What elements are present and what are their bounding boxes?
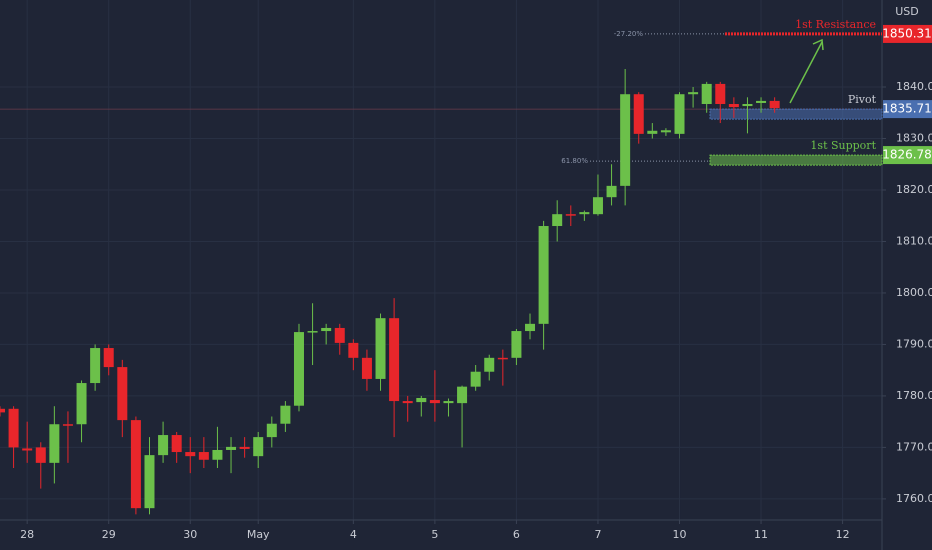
candle-body (457, 386, 468, 404)
candle-body (402, 401, 413, 404)
x-tick-label: 5 (431, 528, 438, 541)
candle-body (62, 424, 73, 426)
candle-body (239, 446, 250, 449)
candle-body (647, 130, 658, 134)
x-tick-label: 29 (102, 528, 116, 541)
candle-body (144, 455, 155, 509)
candle-body (606, 185, 617, 198)
candle-body (171, 435, 182, 453)
candle-body (620, 94, 631, 186)
level-zone (709, 154, 883, 166)
y-tick-label: 1760.00 (896, 492, 932, 505)
candle-body (511, 331, 522, 358)
candle-body (321, 327, 332, 332)
price-label: 1835.71 (882, 102, 932, 116)
candle-body (715, 83, 726, 104)
price-label: 1850.31 (882, 26, 932, 40)
candle-body (375, 318, 386, 379)
candle-body (484, 357, 495, 372)
candle-body (76, 383, 87, 425)
x-tick-label: 4 (350, 528, 357, 541)
candle-body (416, 397, 427, 403)
candle-body (226, 446, 237, 450)
candle-body (185, 452, 196, 457)
candle-body (429, 400, 440, 404)
x-tick-label: 7 (594, 528, 601, 541)
candle-body (769, 100, 780, 109)
candle-body (253, 437, 264, 457)
candle-body (728, 104, 739, 108)
candle-body (130, 420, 141, 509)
candle-body (293, 332, 304, 406)
y-tick-label: 1810.00 (896, 234, 932, 247)
candle-body (538, 226, 549, 324)
candle-body (334, 327, 345, 343)
candle-body (525, 323, 536, 332)
x-tick-label: 11 (754, 528, 768, 541)
candle-body (660, 130, 671, 133)
candle-body (633, 94, 644, 134)
level-zone (709, 108, 883, 120)
candle-body (198, 452, 209, 460)
arrow-head (812, 38, 824, 51)
level-name: Pivot (848, 93, 877, 106)
candle-body (565, 214, 576, 216)
x-tick-label: 28 (20, 528, 34, 541)
candle-body (579, 212, 590, 215)
candle-body (49, 424, 60, 463)
candle-body (0, 408, 5, 413)
candle-body (103, 348, 114, 368)
candle-body (117, 367, 128, 421)
y-tick-label: 1770.00 (896, 440, 932, 453)
candle-body (307, 331, 318, 333)
candle-body (266, 423, 277, 438)
candle-body (592, 197, 603, 215)
candle-body (361, 357, 372, 379)
y-tick-label: 1790.00 (896, 337, 932, 350)
candle-body (443, 401, 454, 404)
candle-body (552, 214, 563, 227)
x-tick-label: 6 (513, 528, 520, 541)
candle-body (212, 449, 223, 460)
candle-body (348, 342, 359, 358)
candle-body (280, 405, 291, 424)
x-tick-label: 12 (836, 528, 850, 541)
x-tick-label: 30 (183, 528, 197, 541)
candle-body (35, 447, 46, 463)
fib-label: 61.80% (561, 157, 588, 165)
level-name: 1st Resistance (795, 18, 876, 31)
candle-body (688, 92, 699, 95)
axis-title: USD (895, 5, 919, 18)
y-tick-label: 1780.00 (896, 389, 932, 402)
y-tick-label: 1830.00 (896, 131, 932, 144)
x-tick-label: May (247, 528, 270, 541)
y-tick-label: 1840.00 (896, 80, 932, 93)
candle-body (756, 100, 767, 103)
y-tick-label: 1820.00 (896, 183, 932, 196)
price-label-box (883, 100, 932, 119)
arrow (789, 41, 823, 104)
candle-body (742, 104, 753, 107)
candle-body (674, 94, 685, 134)
candle-body (701, 83, 712, 104)
candle-body (497, 357, 508, 360)
price-label-box (883, 146, 932, 165)
candle-body (22, 448, 33, 451)
y-tick-label: 1800.00 (896, 286, 932, 299)
x-tick-label: 10 (673, 528, 687, 541)
fib-label: -27.20% (614, 30, 644, 38)
candle-body (8, 408, 19, 448)
price-label-box (883, 24, 932, 43)
candle-body (158, 435, 169, 456)
candle-body (470, 371, 481, 387)
price-label: 1826.78 (882, 148, 932, 162)
level-name: 1st Support (810, 139, 876, 152)
candle-body (90, 348, 101, 384)
candle-body (389, 318, 400, 402)
